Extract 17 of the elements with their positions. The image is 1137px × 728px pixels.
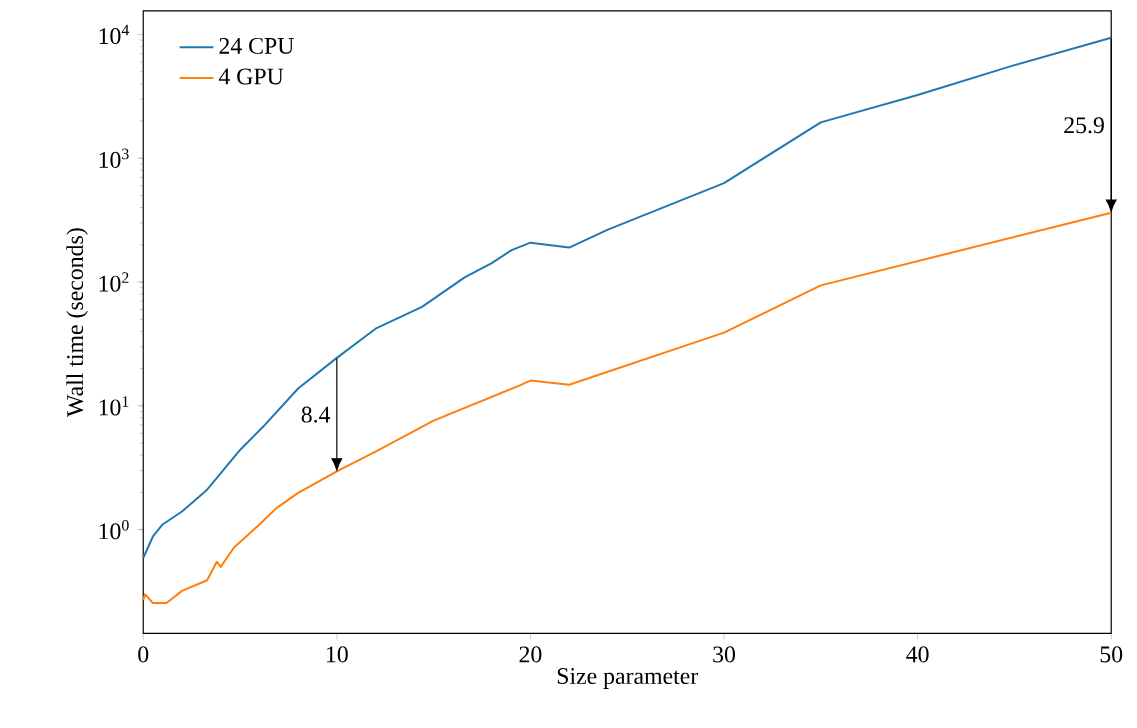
y-tick-label: 10$^{4}$ [99, 25, 130, 45]
x-tick-label: 10 [327, 646, 348, 663]
x-axis-title: Size parameter [557, 668, 699, 690]
x-tick-label: 50 [1100, 646, 1123, 663]
x-tick-label: 30 [713, 646, 736, 663]
y-tick-label: 10$^{3}$ [99, 148, 129, 169]
y-tick-label: 10$^{2}$ [99, 272, 129, 292]
annotation: 8.4 [301, 406, 331, 423]
legend-label: 24 CPU [219, 38, 294, 55]
annotation: 25.9 [1064, 117, 1104, 134]
y-axis-title: Wall time (seconds) [66, 228, 88, 418]
x-tick-label: 20 [519, 646, 542, 663]
y-tick-label: 10$^{1}$ [99, 396, 129, 416]
legend-label: 4 GPU [218, 68, 284, 85]
x-tick-label: 40 [906, 646, 929, 663]
y-tick-label: 10$^{0}$ [99, 520, 129, 540]
x-tick-label: 0 [138, 646, 149, 663]
